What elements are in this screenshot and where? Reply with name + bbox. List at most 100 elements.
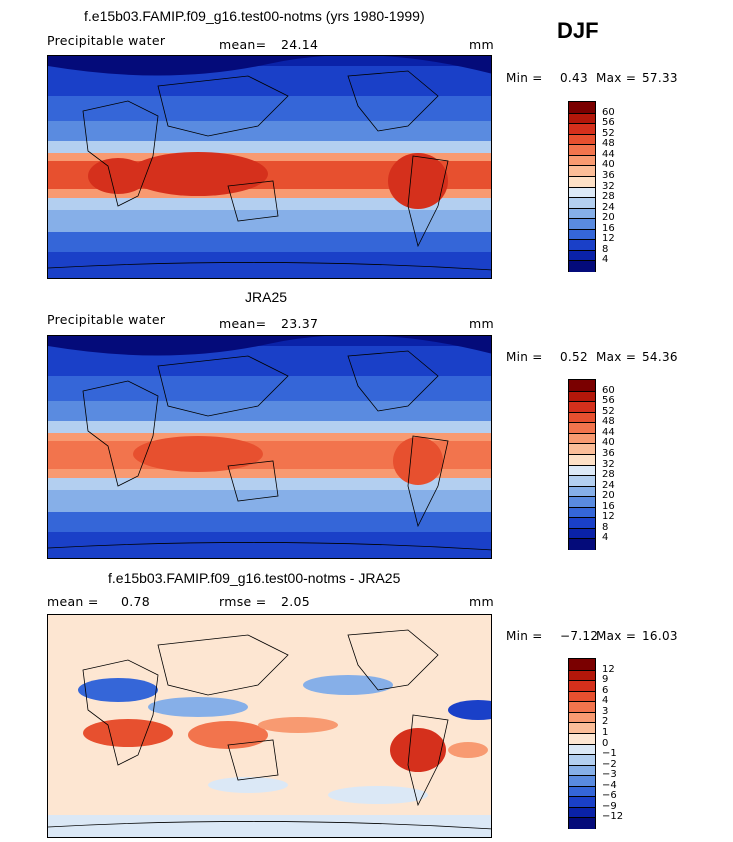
colorbar-tick-label: 20 — [602, 212, 615, 224]
panel-1-units: mm — [469, 37, 494, 52]
colorbar-swatch — [569, 380, 595, 392]
colorbar-swatch — [569, 496, 595, 508]
colorbar-tick-label: −9 — [602, 800, 617, 812]
panel-2-max-value: 54.36 — [642, 350, 678, 364]
colorbar-swatch — [569, 249, 595, 262]
panel-1-colorbar — [568, 101, 596, 272]
colorbar-swatch — [569, 538, 595, 550]
colorbar-swatch — [569, 659, 595, 671]
colorbar-tick-label: 0 — [602, 737, 609, 749]
colorbar-tick-label: 16 — [602, 500, 615, 512]
colorbar-tick-label: 48 — [602, 416, 615, 428]
colorbar-swatch — [569, 754, 595, 766]
colorbar-swatch — [569, 701, 595, 713]
colorbar-swatch — [569, 669, 595, 682]
colorbar-swatch — [569, 527, 595, 540]
panel-2-variable: Precipitable water — [47, 312, 166, 327]
colorbar-swatch — [569, 722, 595, 734]
colorbar-swatch — [569, 207, 595, 220]
colorbar-swatch — [569, 680, 595, 692]
panel-3-map-svg — [48, 615, 491, 837]
panel-3-title: f.e15b03.FAMIP.f09_g16.test00-notms - JR… — [108, 570, 401, 586]
colorbar-tick-label: 24 — [602, 479, 615, 491]
panel-3-max-value: 16.03 — [642, 629, 678, 643]
colorbar-swatch — [569, 186, 595, 199]
colorbar-swatch — [569, 133, 595, 146]
colorbar-tick-label: 44 — [602, 426, 615, 438]
colorbar-tick-label: 8 — [602, 243, 609, 255]
colorbar-tick-label: 12 — [602, 511, 615, 523]
panel-1-min-label: Min = — [506, 71, 543, 85]
colorbar-swatch — [569, 806, 595, 819]
colorbar-tick-label: 40 — [602, 437, 615, 449]
colorbar-tick-label: −2 — [602, 758, 617, 770]
colorbar-swatch — [569, 690, 595, 703]
colorbar-tick-label: 9 — [602, 674, 609, 686]
panel-1-max-label: Max = — [596, 71, 637, 85]
panel-3-mean-label: mean = — [47, 594, 99, 609]
colorbar-tick-label: 20 — [602, 490, 615, 502]
colorbar-swatch — [569, 123, 595, 135]
colorbar-tick-label: 52 — [602, 127, 615, 139]
colorbar-swatch — [569, 785, 595, 798]
panel-3-map — [47, 614, 492, 838]
colorbar-swatch — [569, 165, 595, 177]
panel-1-mean-label: mean= — [219, 37, 267, 52]
panel-3-units: mm — [469, 594, 494, 609]
colorbar-swatch — [569, 732, 595, 745]
colorbar-swatch — [569, 411, 595, 424]
colorbar-swatch — [569, 154, 595, 167]
colorbar-tick-label: 2 — [602, 716, 609, 728]
colorbar-tick-label: 4 — [602, 695, 609, 707]
panel-2-title: JRA25 — [245, 289, 288, 305]
colorbar-swatch — [569, 197, 595, 209]
panel-2-min-value: 0.52 — [560, 350, 588, 364]
panel-3-min-label: Min = — [506, 629, 543, 643]
colorbar-swatch — [569, 475, 595, 487]
colorbar-swatch — [569, 485, 595, 498]
colorbar-swatch — [569, 464, 595, 477]
colorbar-tick-label: 28 — [602, 191, 615, 203]
colorbar-swatch — [569, 390, 595, 403]
colorbar-swatch — [569, 796, 595, 808]
colorbar-tick-label: 1 — [602, 726, 609, 738]
panel-1-map — [47, 55, 492, 279]
colorbar-tick-label: 16 — [602, 222, 615, 234]
colorbar-tick-label: 8 — [602, 521, 609, 533]
colorbar-tick-label: 6 — [602, 684, 609, 696]
colorbar-swatch — [569, 506, 595, 519]
colorbar-swatch — [569, 144, 595, 156]
colorbar-swatch — [569, 432, 595, 445]
colorbar-tick-label: −1 — [602, 748, 617, 760]
panel-1-map-svg — [48, 56, 491, 278]
panel-2-mean-value: 23.37 — [281, 316, 319, 331]
colorbar-tick-label: 56 — [602, 395, 615, 407]
colorbar-swatch — [569, 102, 595, 114]
colorbar-tick-label: 4 — [602, 532, 609, 544]
colorbar-tick-label: −4 — [602, 779, 617, 791]
panel-1-variable: Precipitable water — [47, 33, 166, 48]
colorbar-swatch — [569, 764, 595, 777]
colorbar-tick-label: 36 — [602, 447, 615, 459]
colorbar-tick-label: 32 — [602, 180, 615, 192]
colorbar-swatch — [569, 453, 595, 466]
panel-1-min-value: 0.43 — [560, 71, 588, 85]
colorbar-swatch — [569, 239, 595, 251]
colorbar-swatch — [569, 228, 595, 241]
colorbar-tick-label: 12 — [602, 663, 615, 675]
panel-3-mean-value: 0.78 — [121, 594, 151, 609]
colorbar-tick-label: −3 — [602, 769, 617, 781]
colorbar-tick-label: 24 — [602, 201, 615, 213]
colorbar-swatch — [569, 401, 595, 413]
colorbar-swatch — [569, 775, 595, 787]
panel-3-max-label: Max = — [596, 629, 637, 643]
colorbar-tick-label: 28 — [602, 469, 615, 481]
colorbar-tick-label: 60 — [602, 106, 615, 118]
colorbar-tick-label: 12 — [602, 233, 615, 245]
colorbar-tick-label: 32 — [602, 458, 615, 470]
panel-3-colorbar — [568, 658, 596, 829]
panel-2-colorbar — [568, 379, 596, 550]
colorbar-tick-label: 3 — [602, 705, 609, 717]
colorbar-tick-label: 48 — [602, 138, 615, 150]
colorbar-tick-label: 56 — [602, 117, 615, 129]
